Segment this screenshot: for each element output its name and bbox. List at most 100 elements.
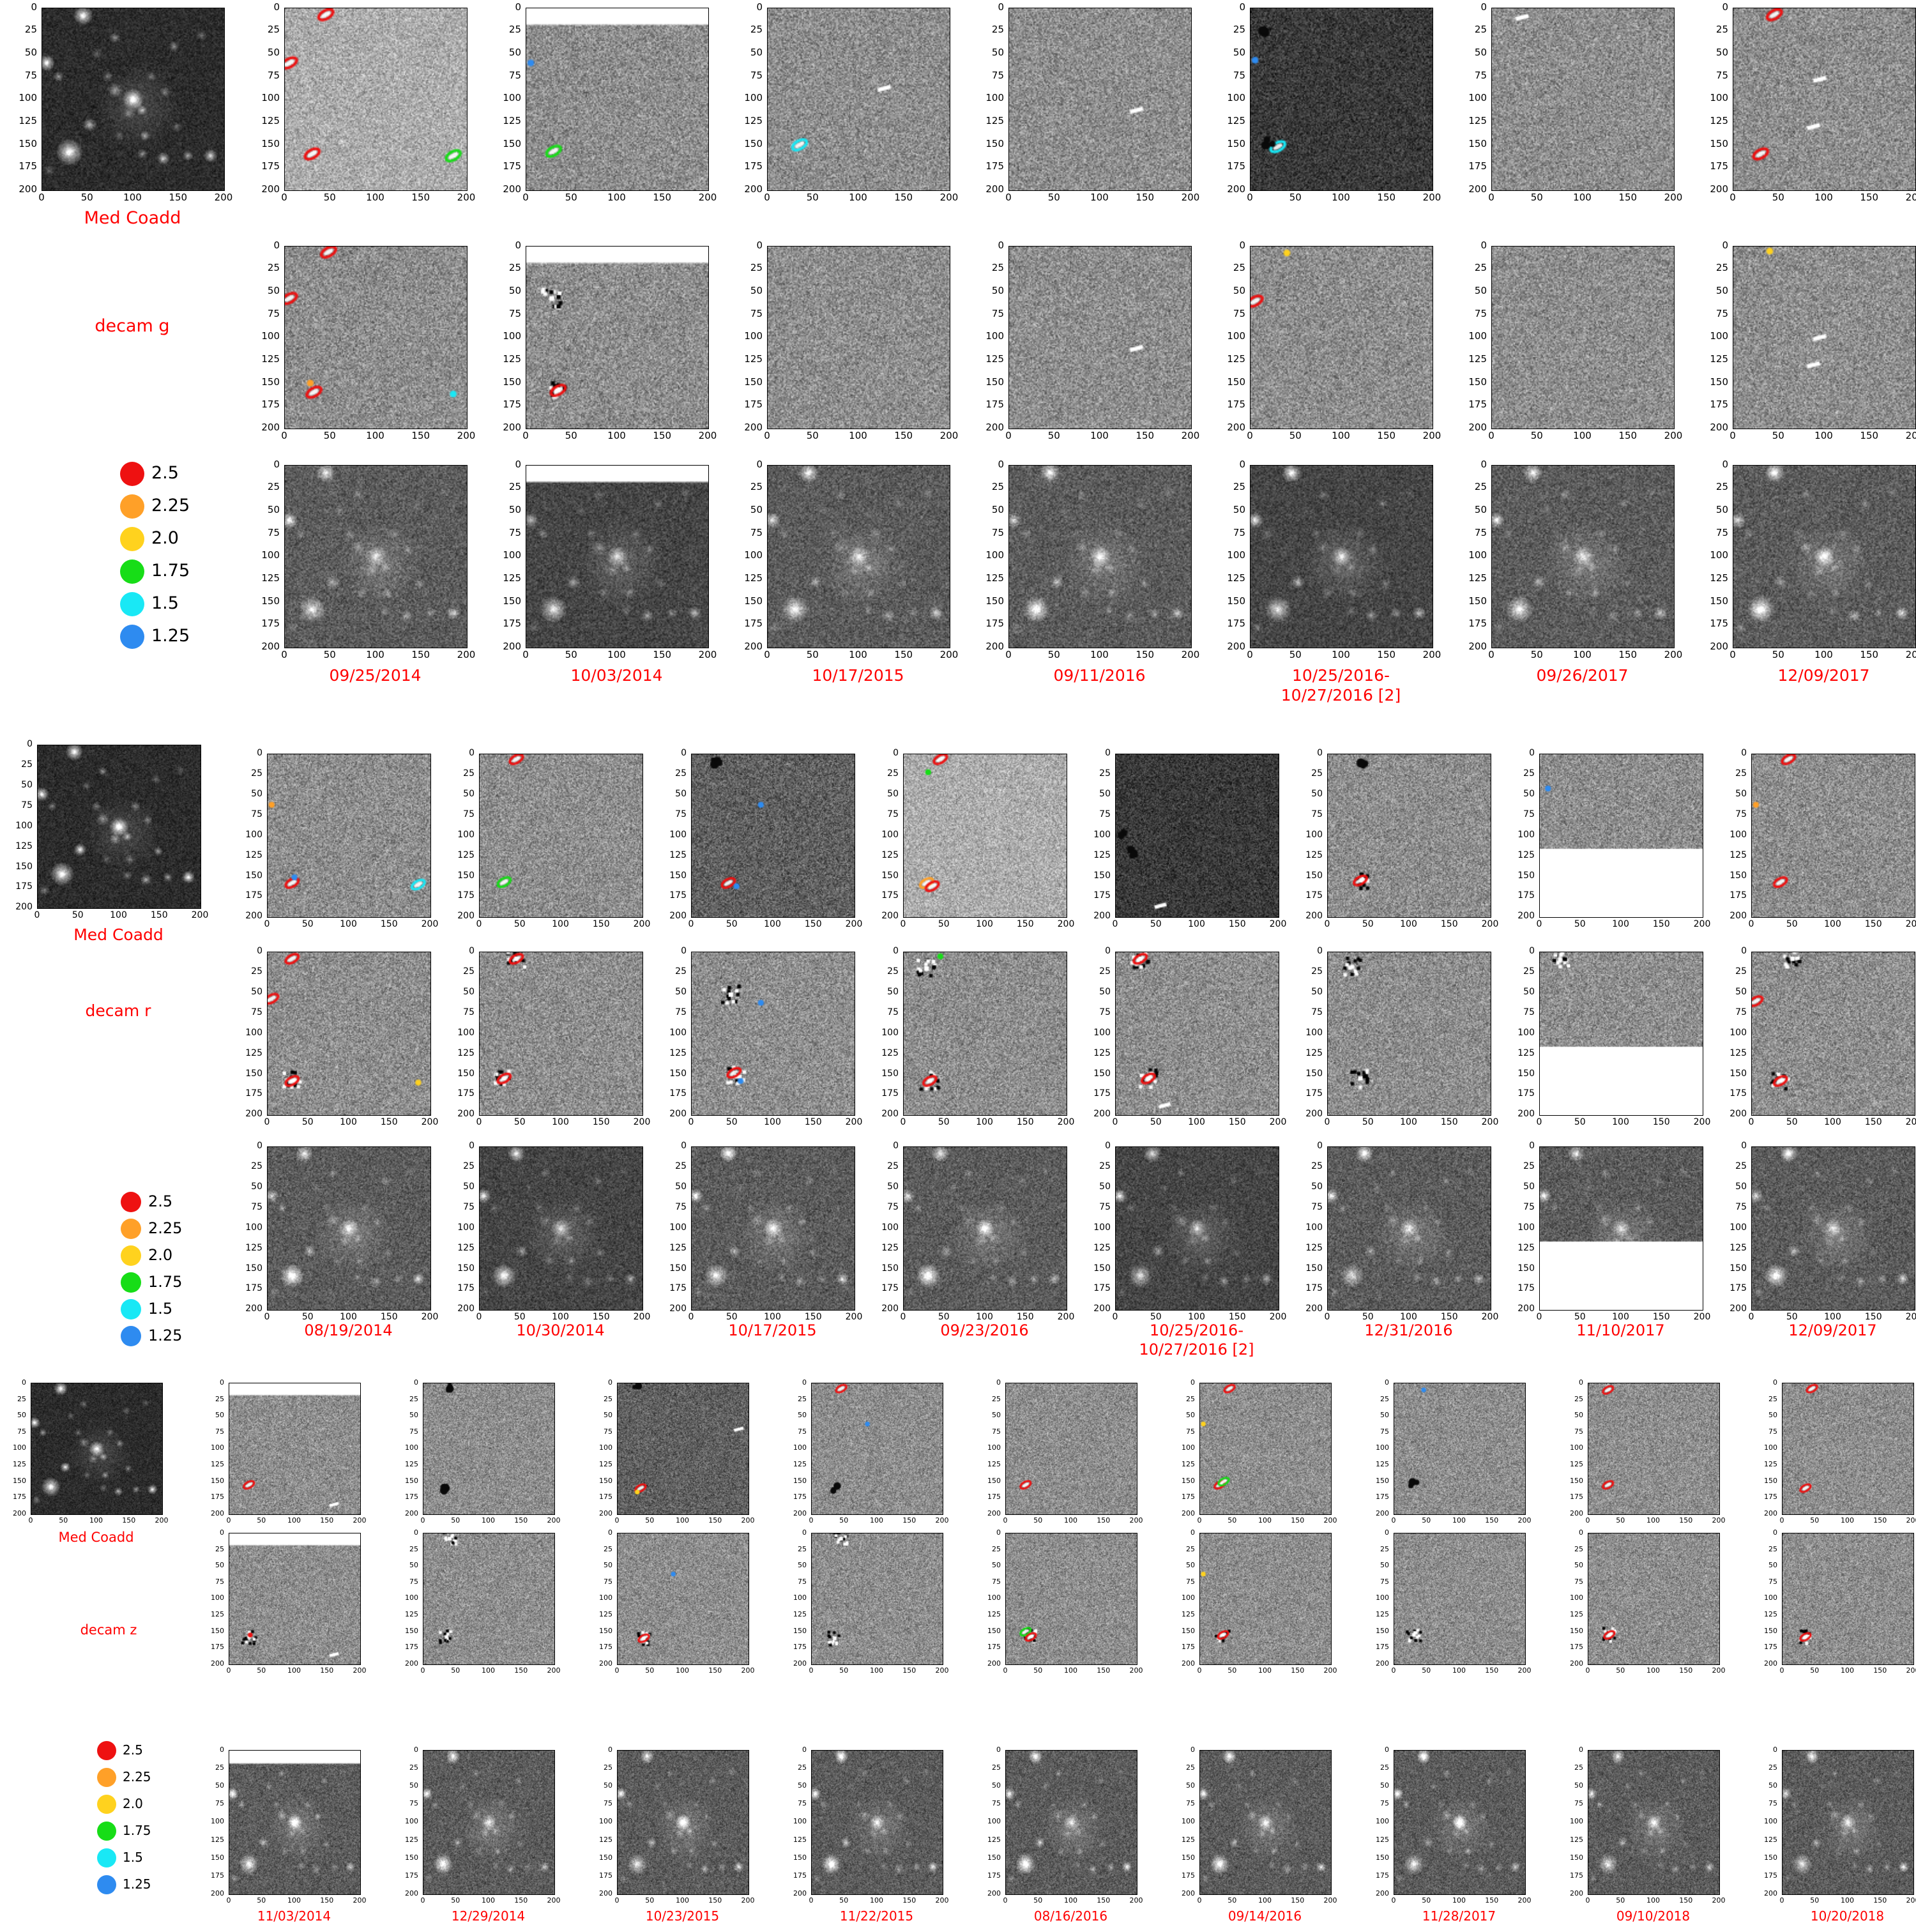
y-tick-label: 0 xyxy=(1317,748,1323,759)
y-tick-label: 50 xyxy=(1233,47,1245,58)
x-tick-label: 50 xyxy=(1574,1312,1586,1322)
y-tick-label: 150 xyxy=(1305,1263,1323,1274)
y-tick-label: 200 xyxy=(211,1889,224,1898)
y-tick-label: 175 xyxy=(669,1088,687,1099)
x-tick-label: 150 xyxy=(1377,649,1396,660)
x-tick-label: 50 xyxy=(1228,1896,1237,1905)
y-tick-label: 175 xyxy=(987,1643,1001,1652)
y-tick-label: 25 xyxy=(24,24,37,36)
cutout-image-decam-g-r2-c6 xyxy=(1491,246,1675,429)
x-tick-label: 100 xyxy=(1064,1516,1077,1525)
y-tick-label: 25 xyxy=(1768,1544,1777,1553)
x-tick-label: 200 xyxy=(1693,1117,1711,1127)
y-tick-label: 200 xyxy=(13,1509,26,1517)
y-tick-label: 100 xyxy=(245,1222,262,1233)
y-tick-label: 150 xyxy=(261,595,280,607)
y-tick-label: 50 xyxy=(409,1561,418,1570)
y-tick-label: 200 xyxy=(1376,1889,1389,1898)
y-tick-label: 125 xyxy=(1570,1835,1583,1844)
x-tick-label: 150 xyxy=(1873,1896,1887,1905)
x-tick-label: 200 xyxy=(1517,1666,1532,1675)
x-tick-label: 50 xyxy=(645,1516,655,1525)
x-tick-label: 150 xyxy=(1485,1896,1499,1905)
y-tick-label: 150 xyxy=(405,1626,418,1635)
x-tick-label: 0 xyxy=(1003,1896,1008,1905)
y-tick-label: 200 xyxy=(245,911,262,922)
y-tick-label: 75 xyxy=(267,307,280,319)
legend-value: 2.5 xyxy=(151,463,179,483)
y-tick-label: 100 xyxy=(1093,829,1111,840)
y-tick-label: 200 xyxy=(1227,183,1245,195)
x-tick-label: 100 xyxy=(1612,919,1629,929)
y-tick-label: 200 xyxy=(1305,1109,1323,1120)
y-tick-label: 150 xyxy=(503,376,521,388)
x-tick-label: 150 xyxy=(1440,1117,1458,1127)
y-tick-label: 100 xyxy=(1764,1817,1777,1826)
y-tick-label: 75 xyxy=(409,1577,418,1586)
x-tick-label: 150 xyxy=(1873,1666,1887,1675)
y-tick-label: 175 xyxy=(1305,1088,1323,1099)
y-tick-label: 25 xyxy=(409,1544,418,1553)
x-tick-label: 150 xyxy=(1864,919,1882,929)
cutout-image-decam-g-r3-c3 xyxy=(767,465,950,648)
y-tick-label: 200 xyxy=(1710,421,1728,433)
y-tick-label: 25 xyxy=(215,1544,224,1553)
y-tick-label: 150 xyxy=(13,1476,26,1485)
y-tick-label: 100 xyxy=(1468,549,1487,561)
y-tick-label: 175 xyxy=(987,1493,1001,1502)
legend-swatch-2.5 xyxy=(97,1741,116,1760)
x-tick-label: 50 xyxy=(1150,919,1162,929)
x-tick-label: 50 xyxy=(80,192,93,203)
y-tick-label: 125 xyxy=(15,840,33,851)
y-tick-label: 125 xyxy=(457,1047,475,1058)
x-tick-label: 200 xyxy=(939,649,959,660)
x-tick-label: 100 xyxy=(482,1666,495,1675)
y-tick-label: 50 xyxy=(675,1182,687,1192)
y-tick-label: 175 xyxy=(669,890,687,901)
y-tick-label: 175 xyxy=(744,160,763,172)
y-tick-label: 0 xyxy=(756,458,763,470)
y-tick-label: 150 xyxy=(1305,1068,1323,1079)
y-tick-label: 75 xyxy=(1474,526,1487,538)
x-tick-label: 50 xyxy=(1047,192,1060,203)
x-tick-label: 100 xyxy=(676,1666,689,1675)
y-tick-label: 75 xyxy=(992,1577,1001,1586)
y-tick-label: 0 xyxy=(608,1378,612,1387)
x-tick-label: 100 xyxy=(1064,1896,1077,1905)
y-tick-label: 175 xyxy=(1517,1283,1535,1294)
y-tick-label: 175 xyxy=(503,160,521,172)
y-tick-label: 125 xyxy=(1305,1242,1323,1253)
cutout-image-decam-z-r2-c9 xyxy=(1782,1533,1914,1665)
y-tick-label: 200 xyxy=(744,183,763,195)
x-tick-label: 100 xyxy=(1258,1666,1272,1675)
y-tick-label: 150 xyxy=(1570,1853,1583,1862)
y-tick-label: 100 xyxy=(599,1443,612,1452)
x-tick-label: 200 xyxy=(421,1312,439,1322)
y-tick-label: 25 xyxy=(887,768,899,779)
x-tick-label: 100 xyxy=(1332,192,1350,203)
y-tick-label: 75 xyxy=(1768,1577,1777,1586)
cutout-image-decam-g-r3-c6 xyxy=(1491,465,1675,648)
x-tick-label: 0 xyxy=(420,1896,425,1905)
y-tick-label: 0 xyxy=(257,748,262,759)
y-tick-label: 100 xyxy=(1093,1027,1111,1038)
y-tick-label: 50 xyxy=(887,987,899,998)
y-tick-label: 125 xyxy=(599,1460,612,1469)
x-tick-label: 200 xyxy=(698,430,717,441)
cutout-image-decam-z-r1-c5 xyxy=(1005,1383,1137,1515)
y-tick-label: 50 xyxy=(267,285,280,296)
y-tick-label: 50 xyxy=(1099,987,1111,998)
y-tick-label: 50 xyxy=(1735,987,1747,998)
legend-value: 2.0 xyxy=(151,528,179,549)
x-tick-label: 150 xyxy=(1097,1896,1111,1905)
y-tick-label: 75 xyxy=(215,1799,224,1808)
y-tick-label: 150 xyxy=(1468,595,1487,607)
x-tick-label: 200 xyxy=(547,1896,561,1905)
y-tick-label: 0 xyxy=(1239,458,1245,470)
x-tick-label: 100 xyxy=(552,1312,569,1322)
x-tick-label: 50 xyxy=(1362,919,1374,929)
y-tick-label: 125 xyxy=(1376,1610,1389,1619)
y-tick-label: 100 xyxy=(1305,829,1323,840)
y-tick-label: 50 xyxy=(1474,504,1487,515)
x-tick-label: 150 xyxy=(380,1312,398,1322)
